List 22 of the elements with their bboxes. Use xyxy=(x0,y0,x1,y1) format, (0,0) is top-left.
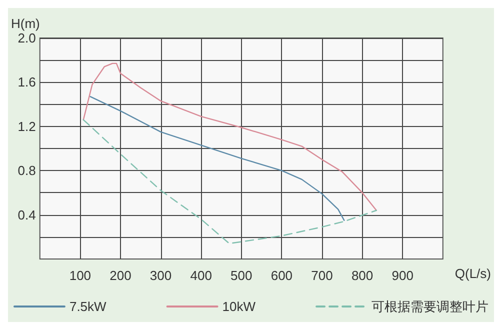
line-series xyxy=(82,119,377,244)
x-tick-label: 500 xyxy=(230,268,252,283)
legend-label: 可根据需要调整叶片 xyxy=(372,299,489,314)
x-tick-label: 600 xyxy=(270,268,293,283)
x-tick-label: 400 xyxy=(190,268,212,283)
x-tick-label: 900 xyxy=(392,268,414,283)
y-tick-label: 1.6 xyxy=(18,74,36,90)
x-tick-label: 300 xyxy=(150,268,172,283)
line-series xyxy=(82,62,377,211)
x-tick-label: 200 xyxy=(110,268,132,283)
legend-label: 7.5kW xyxy=(69,299,108,314)
x-tick-label: 800 xyxy=(351,268,374,283)
legend-label: 10kW xyxy=(222,299,256,314)
x-tick-label: 100 xyxy=(69,268,92,283)
y-tick-label: 1.2 xyxy=(18,118,36,134)
y-axis-title: H(m) xyxy=(10,16,40,31)
y-tick-label: 2.0 xyxy=(18,30,36,46)
y-tick-label: 0.8 xyxy=(18,163,36,178)
y-tick-label: 0.4 xyxy=(18,207,36,222)
line-series xyxy=(90,96,345,221)
x-tick-label: 700 xyxy=(311,268,333,283)
x-axis-title: Q(L/s) xyxy=(454,266,492,281)
